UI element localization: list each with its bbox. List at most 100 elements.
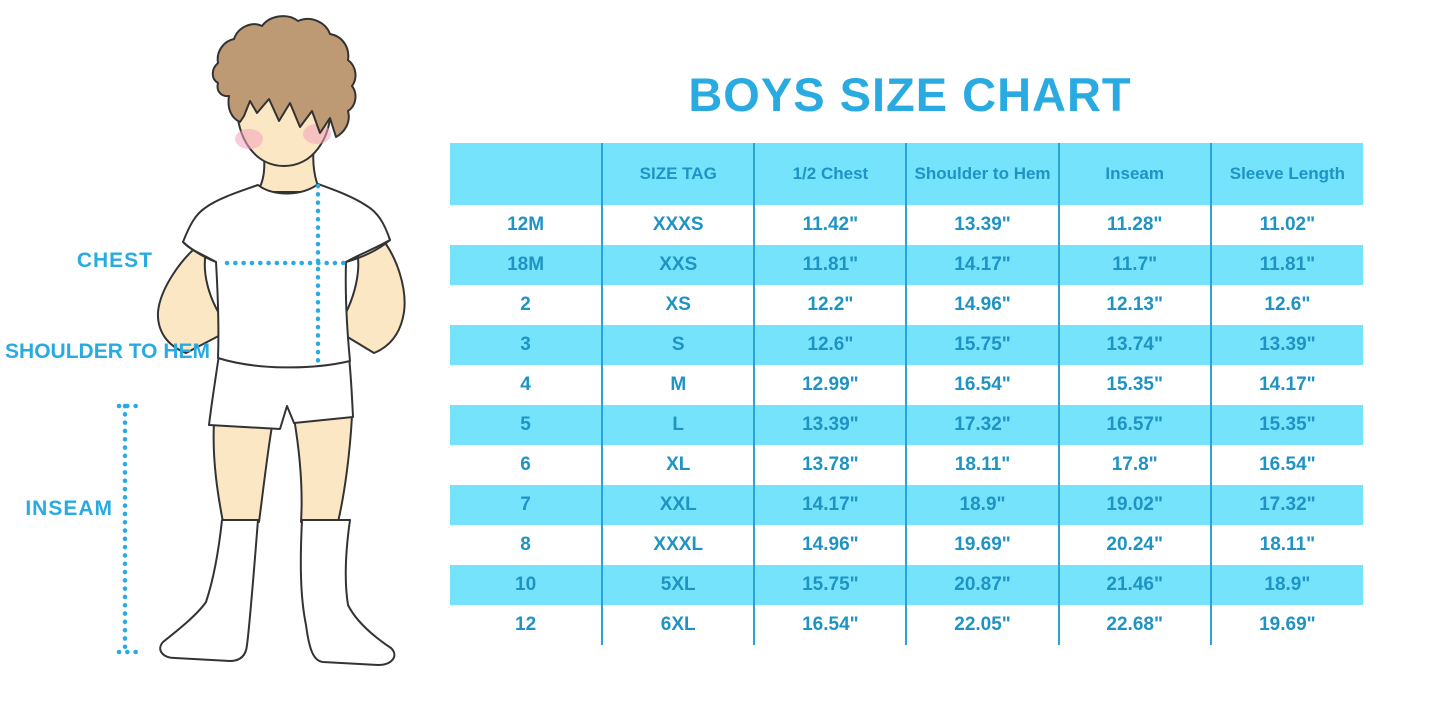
measurement-cell: 13.74" [1058,325,1212,365]
measurement-cell: 13.39" [906,205,1060,245]
table-header-row: SIZE TAG 1/2 Chest Shoulder to Hem Inseam Sl… [450,143,1363,205]
right-sock-shape [299,519,396,666]
measurement-cell: 16.54" [906,365,1060,405]
measurement-cell: 17.32" [906,405,1060,445]
measurement-cell: 16.57" [1058,405,1212,445]
column-header: Inseam [1058,143,1212,205]
measurement-cell: 20.24" [1058,525,1212,565]
left-leg-shape [212,421,273,523]
measurement-cell: 14.17" [754,485,908,525]
measurement-cell: 5XL [602,565,756,605]
right-cheek-blush [303,124,331,144]
shorts-shape [208,354,354,430]
size-cell: 6 [450,445,604,485]
measurement-cell: 11.02" [1259,214,1316,235]
table-row: 3 S 12.6" 15.75" 13.74" 13.39" [450,325,1363,365]
measurement-cell: XL [602,445,756,485]
right-sleeve-edge [345,239,391,263]
measurement-cell: 12.99" [754,365,908,405]
left-arm-shape [156,239,231,354]
measurement-cell: 19.69" [1259,614,1316,635]
boy-figure-illustration [116,15,406,666]
left-cheek-blush [235,129,263,149]
measurement-cell: 12.13" [1058,285,1212,325]
measurement-cell: 13.78" [754,445,908,485]
chest-measure-label: CHEST [76,249,153,272]
measurement-cell: 11.81" [1210,245,1363,285]
measurement-cell: 17.8" [1058,445,1212,485]
table-row: 18M XXS 11.81" 14.17" 11.7" 11.81" [450,245,1363,285]
measurement-cell: L [602,405,756,445]
measurement-cell: 14.17" [906,245,1060,285]
measurement-cell: 16.54" [754,605,908,645]
measurement-cell: 12.6" [1264,294,1311,315]
measurement-cell: 13.39" [1210,325,1363,365]
measurement-cell: 15.35" [1210,405,1363,445]
size-cell: 5 [450,405,604,445]
table-body: 12M XXXS 11.42" 13.39" 11.28" 11.02" 18M XXS 11.… [450,205,1363,645]
size-cell: 12 [450,605,604,645]
table-row: 8 XXXL 14.96" 19.69" 20.24" 18.11" [450,525,1363,565]
measurement-cell: XXXS [602,205,756,245]
measurement-cell: 18.11" [1259,534,1316,555]
right-leg-shape [293,415,353,523]
measurement-cell: 11.28" [1058,205,1212,245]
measurement-cell: 11.81" [754,245,908,285]
measurement-cell: S [602,325,756,365]
table-row: 10 5XL 15.75" 20.87" 21.46" 18.9" [450,565,1363,605]
table-row: 7 XXL 14.17" 18.9" 19.02" 17.32" [450,485,1363,525]
shirt-shape [182,183,391,369]
measurement-cell: M [602,365,756,405]
measurement-cell: 20.87" [906,565,1060,605]
measurement-cell: 22.05" [906,605,1060,645]
measurement-cell: 6XL [602,605,756,645]
shoulder-to-hem-measure-label: SHOULDER TO HEM [5,340,210,363]
measurement-cell: 14.17" [1259,374,1316,395]
hair-shape [211,15,357,138]
header-row: SIZE TAG 1/2 Chest Shoulder to Hem Inseam Sl… [450,143,1363,205]
table-row: 4 M 12.99" 16.54" 15.35" 14.17" [450,365,1363,405]
table-row: 6 XL 13.78" 18.11" 17.8" 16.54" [450,445,1363,485]
size-cell: 18M [450,245,604,285]
boys-size-chart-table: SIZE TAG 1/2 Chest Shoulder to Hem Inseam Sl… [450,143,1363,645]
size-cell: 8 [450,525,604,565]
table-row: 12 6XL 16.54" 22.05" 22.68" 19.69" [450,605,1363,645]
measurement-cell: 19.02" [1058,485,1212,525]
page-title: BOYS SIZE CHART [688,68,1132,122]
size-cell: 12M [450,205,604,245]
measurement-cell: 14.96" [754,525,908,565]
measurement-cell: 12.2" [754,285,908,325]
measurement-cell: 18.11" [906,445,1060,485]
right-arm-shape [335,233,406,354]
measurement-cell: XXS [602,245,756,285]
measurement-cell: 15.75" [906,325,1060,365]
measurement-cell: 17.32" [1210,485,1363,525]
column-header: 1/2 Chest [754,143,908,205]
size-cell: 3 [450,325,604,365]
measurement-cell: 15.35" [1058,365,1212,405]
corner-header-cell [450,143,604,205]
table-row: 5 L 13.39" 17.32" 16.57" 15.35" [450,405,1363,445]
size-cell: 7 [450,485,604,525]
measurement-cell: XXXL [602,525,756,565]
size-cell: 4 [450,365,604,405]
column-header: Sleeve Length [1210,143,1363,205]
measurement-cell: 12.6" [754,325,908,365]
measurement-cell: 16.54" [1259,454,1316,475]
measurement-cell: 18.9" [906,485,1060,525]
inseam-measure-label: INSEAM [25,497,113,520]
column-header: SIZE TAG [602,143,756,205]
measurement-cell: XXL [602,485,756,525]
measurement-cell: 13.39" [754,405,908,445]
size-cell: 10 [450,565,604,605]
measurement-cell: 11.42" [754,205,908,245]
left-sleeve-edge [182,241,217,263]
measurement-cell: 15.75" [754,565,908,605]
measurement-cell: 11.7" [1058,245,1212,285]
table-row: 2 XS 12.2" 14.96" 12.13" 12.6" [450,285,1363,325]
left-sock-shape [159,519,259,662]
size-cell: 2 [450,285,604,325]
measurement-cell: 14.96" [906,285,1060,325]
measurement-cell: 18.9" [1210,565,1363,605]
table-row: 12M XXXS 11.42" 13.39" 11.28" 11.02" [450,205,1363,245]
